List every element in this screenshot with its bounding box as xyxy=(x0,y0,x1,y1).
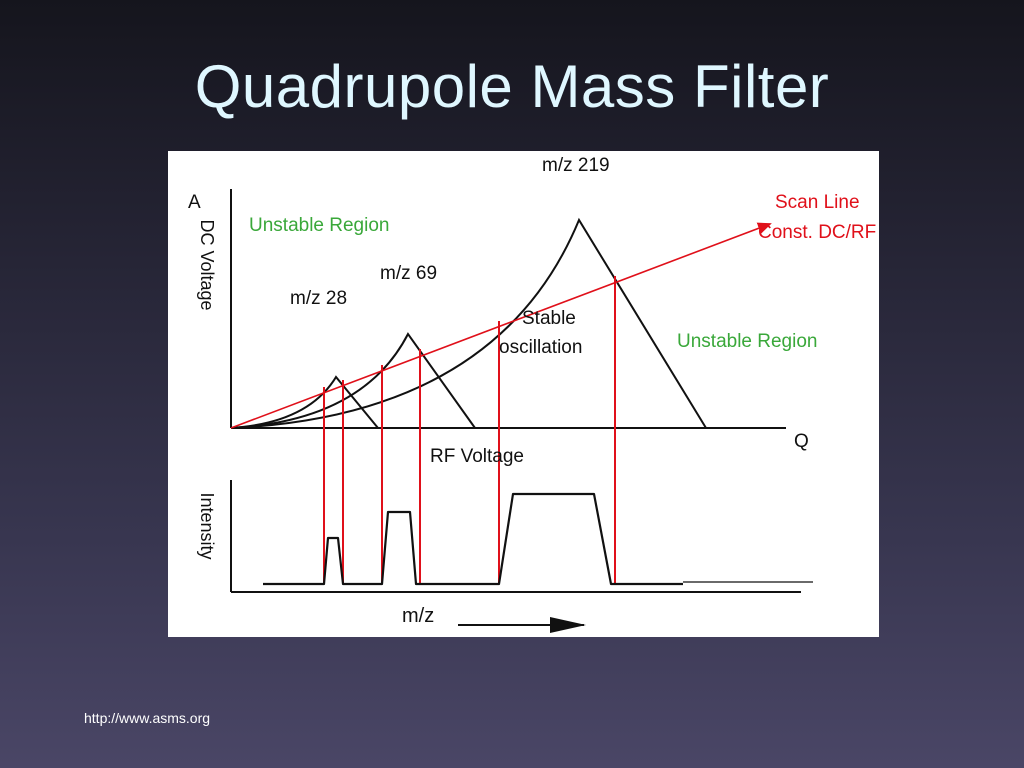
dc-voltage-label: DC Voltage xyxy=(197,219,217,310)
intensity-spectrum-trace xyxy=(263,492,683,586)
const-dc-rf-label: Const. DC/RF xyxy=(758,222,876,243)
q-axis-label: Q xyxy=(794,431,809,452)
scan-line xyxy=(230,222,772,429)
source-url: http://www.asms.org xyxy=(84,710,211,726)
unstable-region-left-label: Unstable Region xyxy=(249,215,389,236)
slide-title: Quadrupole Mass Filter xyxy=(194,53,830,120)
rf-voltage-label: RF Voltage xyxy=(430,446,524,467)
mz-axis-label: m/z xyxy=(402,605,434,627)
quadrupole-stability-diagram: A DC Voltage Unstable Region Unstable Re… xyxy=(168,151,879,637)
y-axis-letter-a: A xyxy=(188,192,201,213)
stability-curve-mz-219 xyxy=(230,217,707,429)
intensity-label: Intensity xyxy=(197,492,217,559)
peak-label-mz-69: m/z 69 xyxy=(380,263,437,284)
peak-label-mz-219: m/z 219 xyxy=(542,155,610,176)
stable-label: Stable xyxy=(522,308,576,329)
peak-projection-lines xyxy=(323,276,616,584)
oscillation-label: oscillation xyxy=(499,337,582,358)
peak-label-mz-28: m/z 28 xyxy=(290,288,347,309)
unstable-region-right-label: Unstable Region xyxy=(677,331,817,352)
scan-line-label: Scan Line xyxy=(775,192,860,213)
